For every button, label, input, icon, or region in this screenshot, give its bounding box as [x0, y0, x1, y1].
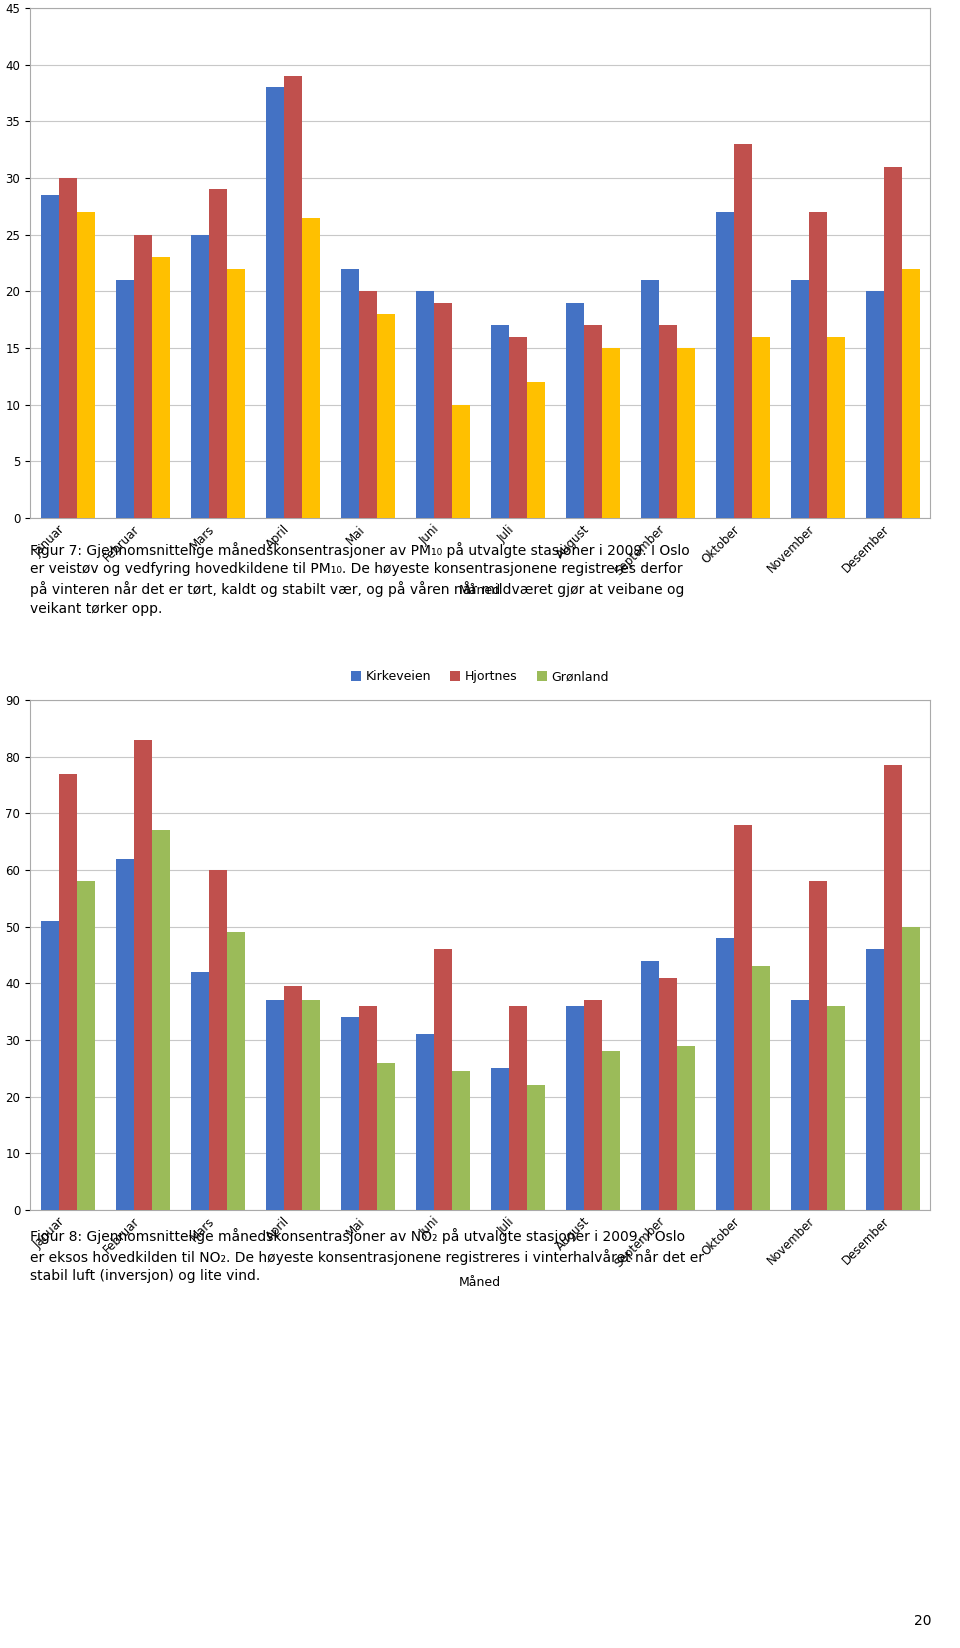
Bar	[602, 1051, 619, 1210]
Bar	[266, 1000, 283, 1210]
Bar	[491, 325, 509, 517]
Bar	[715, 938, 733, 1210]
Text: 20: 20	[914, 1615, 931, 1628]
Bar	[866, 292, 883, 517]
Bar	[733, 143, 752, 517]
Bar	[416, 1035, 434, 1210]
Bar	[266, 87, 283, 517]
Bar	[602, 348, 619, 517]
Bar	[358, 292, 376, 517]
X-axis label: Måned: Måned	[459, 583, 501, 597]
Bar	[677, 348, 694, 517]
Bar	[434, 949, 451, 1210]
Bar	[827, 336, 845, 517]
Text: Figur 8: Gjennomsnittelige månedskonsentrasjoner av NO₂ på utvalgte stasjoner i : Figur 8: Gjennomsnittelige månedskonsent…	[30, 1228, 704, 1284]
Bar	[301, 218, 320, 517]
X-axis label: Måned: Måned	[459, 1276, 501, 1289]
Bar	[133, 740, 152, 1210]
Bar	[883, 166, 901, 517]
Bar	[59, 178, 77, 517]
Bar	[77, 882, 94, 1210]
Text: Figur 7: Gjennomsnittelige månedskonsentrasjoner av PM₁₀ på utvalgte stasjoner i: Figur 7: Gjennomsnittelige månedskonsent…	[30, 542, 689, 616]
Bar	[208, 190, 227, 517]
Bar	[715, 213, 733, 517]
Bar	[152, 831, 170, 1210]
Bar	[77, 213, 94, 517]
Bar	[416, 292, 434, 517]
Bar	[491, 1068, 509, 1210]
Bar	[301, 1000, 320, 1210]
Bar	[208, 870, 227, 1210]
Bar	[152, 257, 170, 517]
Bar	[659, 325, 677, 517]
Bar	[190, 972, 208, 1210]
Bar	[376, 1063, 395, 1210]
Bar	[358, 1005, 376, 1210]
Bar	[509, 336, 526, 517]
Bar	[40, 194, 59, 517]
Bar	[827, 1005, 845, 1210]
Bar	[901, 269, 920, 517]
Bar	[376, 315, 395, 517]
Legend: Kirkeveien, Hjortnes, Grønland: Kirkeveien, Hjortnes, Grønland	[346, 666, 614, 689]
Bar	[115, 280, 133, 517]
Bar	[115, 859, 133, 1210]
Bar	[509, 1005, 526, 1210]
Bar	[133, 234, 152, 517]
Bar	[341, 1017, 358, 1210]
Bar	[901, 926, 920, 1210]
Bar	[584, 1000, 602, 1210]
Bar	[640, 961, 659, 1210]
Bar	[565, 303, 584, 517]
Bar	[227, 269, 245, 517]
Bar	[565, 1005, 584, 1210]
Bar	[640, 280, 659, 517]
Bar	[283, 76, 301, 517]
Bar	[434, 303, 451, 517]
Bar	[866, 949, 883, 1210]
Bar	[451, 1071, 469, 1210]
Bar	[283, 986, 301, 1210]
Bar	[659, 977, 677, 1210]
Bar	[526, 1086, 544, 1210]
Bar	[790, 280, 808, 517]
Bar	[883, 765, 901, 1210]
Bar	[451, 405, 469, 517]
Bar	[808, 882, 827, 1210]
Bar	[584, 325, 602, 517]
Bar	[59, 773, 77, 1210]
Bar	[752, 336, 770, 517]
Bar	[790, 1000, 808, 1210]
Bar	[752, 966, 770, 1210]
Bar	[227, 933, 245, 1210]
Bar	[40, 921, 59, 1210]
Bar	[190, 234, 208, 517]
Bar	[808, 213, 827, 517]
Bar	[733, 824, 752, 1210]
Bar	[526, 382, 544, 517]
Bar	[341, 269, 358, 517]
Bar	[677, 1046, 694, 1210]
